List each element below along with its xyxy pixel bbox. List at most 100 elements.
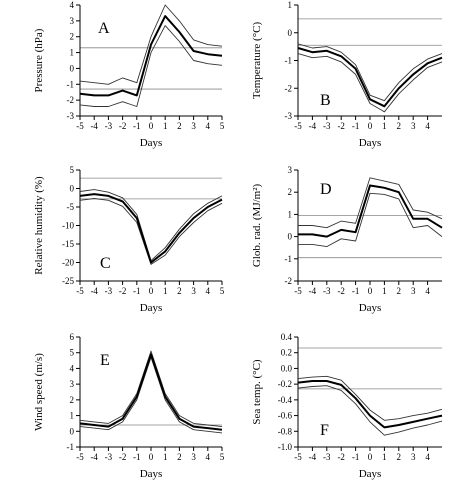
x-axis-title: Days	[140, 302, 163, 314]
y-tick-label: 3	[70, 16, 75, 26]
y-tick-label: -0.2	[278, 379, 292, 389]
x-tick-label: 5	[220, 121, 225, 131]
y-axis-title: Relative humidity (%)	[33, 176, 45, 275]
y-tick-label: -2	[285, 83, 293, 93]
series-line-mean	[79, 15, 223, 97]
x-tick-label: 2	[177, 286, 182, 296]
x-axis-title: Days	[140, 137, 163, 149]
y-tick-label: 0.4	[281, 332, 293, 342]
x-tick-label: -5	[294, 452, 302, 462]
x-tick-label: 2	[177, 452, 182, 462]
x-tick-label: -4	[90, 121, 98, 131]
series-line-mean	[79, 193, 223, 264]
x-tick-label: -1	[133, 121, 141, 131]
panel-c: -25-20-15-10-505-5 -4 -3 -2 -1 0 1 2 3 4 5DaysRela…	[33, 165, 225, 314]
x-tick-label: -5	[76, 286, 84, 296]
y-tick-label: 1	[70, 48, 75, 58]
x-tick-label: 0	[149, 452, 154, 462]
x-tick-label: -3	[323, 452, 331, 462]
y-tick-label: 5	[70, 348, 75, 358]
y-tick-label: 0.0	[281, 363, 293, 373]
panel-letter: E	[100, 352, 110, 369]
y-tick-label: -10	[62, 221, 74, 231]
series-line-lower	[298, 192, 443, 248]
y-tick-label: -1.0	[278, 442, 293, 452]
x-tick-label: 4	[206, 286, 211, 296]
series-line-lower	[297, 385, 443, 436]
y-tick-label: -1	[67, 79, 75, 89]
x-tick-label: 0	[368, 452, 373, 462]
series-line-lower	[79, 198, 223, 265]
y-tick-label: -0.6	[278, 411, 293, 421]
series-line-upper	[297, 43, 443, 102]
x-tick-label: 3	[191, 286, 196, 296]
y-tick-label: -20	[62, 258, 74, 268]
y-tick-label: -1	[67, 442, 75, 452]
y-tick-label: 1	[70, 411, 75, 421]
panel-letter: B	[320, 92, 331, 109]
x-tick-label: -1	[133, 452, 141, 462]
x-tick-label: -4	[90, 452, 98, 462]
x-tick-label: -5	[294, 121, 302, 131]
y-tick-label: -1	[285, 254, 293, 264]
x-tick-label: 4	[425, 286, 430, 296]
series-line-upper	[297, 375, 443, 421]
series-line-upper	[79, 4, 223, 85]
y-axis-title: Glob. rad. (MJ/m²)	[251, 183, 263, 267]
x-tick-label: 1	[382, 452, 387, 462]
x-tick-label: 2	[177, 121, 182, 131]
x-tick-label: -2	[119, 121, 127, 131]
x-tick-label: -3	[105, 452, 113, 462]
y-tick-label: 3	[70, 379, 75, 389]
x-tick-label: -2	[337, 452, 345, 462]
x-tick-label: 1	[382, 286, 387, 296]
x-tick-label: 0	[368, 286, 373, 296]
y-tick-label: -3	[67, 111, 75, 121]
y-tick-label: 4	[70, 0, 75, 10]
y-tick-label: -0.8	[278, 426, 293, 436]
panel-letter: C	[100, 255, 111, 272]
y-tick-label: 0.2	[281, 348, 292, 358]
x-tick-label: 4	[425, 121, 430, 131]
x-tick-label: -1	[133, 286, 141, 296]
x-tick-label: 3	[411, 452, 416, 462]
panel-letter: D	[320, 181, 332, 198]
panel-letter: A	[98, 20, 110, 37]
x-tick-label: 4	[206, 121, 211, 131]
y-tick-label: 0	[288, 232, 293, 242]
x-tick-label: -3	[323, 121, 331, 131]
x-axis-title: Days	[359, 302, 382, 314]
series-line-upper	[79, 350, 223, 428]
y-axis-title: Sea temp. (°C)	[251, 359, 263, 425]
x-tick-label: -4	[90, 286, 98, 296]
y-tick-label: 0	[70, 426, 75, 436]
series-line-upper	[79, 189, 223, 262]
x-tick-label: -3	[323, 286, 331, 296]
series-line-lower	[297, 53, 443, 113]
x-tick-label: 0	[149, 121, 154, 131]
x-tick-label: 4	[425, 452, 430, 462]
x-tick-label: -5	[76, 121, 84, 131]
x-tick-label: 1	[163, 452, 168, 462]
x-tick-label: 2	[397, 121, 402, 131]
y-tick-label: -2	[285, 276, 293, 286]
x-tick-label: 1	[163, 121, 168, 131]
x-tick-label: 5	[220, 452, 225, 462]
x-tick-label: 0	[368, 121, 373, 131]
y-axis-title: Wind speed (m/s)	[33, 353, 45, 431]
x-axis-title: Days	[359, 137, 382, 149]
x-tick-label: 2	[397, 452, 402, 462]
x-tick-label: -1	[352, 121, 360, 131]
x-tick-label: 5	[220, 286, 225, 296]
x-tick-label: 3	[191, 452, 196, 462]
x-tick-label: -2	[119, 452, 127, 462]
y-tick-label: 1	[288, 0, 293, 10]
y-axis-title: Pressure (hPa)	[33, 28, 45, 92]
y-tick-label: -0.4	[278, 395, 293, 405]
y-tick-label: 2	[70, 32, 75, 42]
y-tick-label: -5	[67, 202, 75, 212]
